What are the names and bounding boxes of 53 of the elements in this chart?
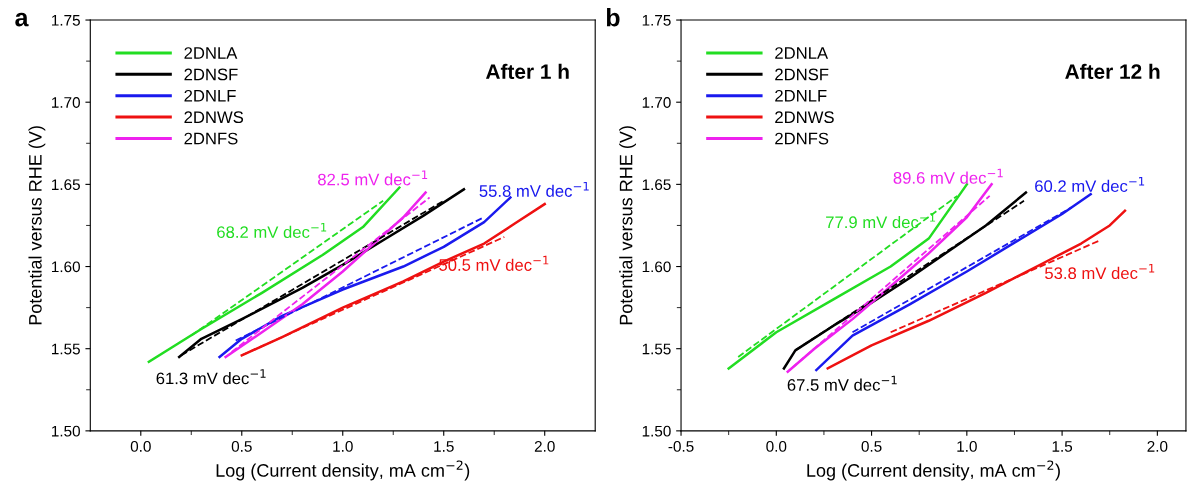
x-tick-label: 1.5 xyxy=(1052,441,1073,452)
x-axis-title: Log (Current density, mA cm$^{−2}$) xyxy=(216,460,470,481)
legend-label: 2DNFS xyxy=(184,132,238,145)
y-tick-label: 1.55 xyxy=(642,343,671,355)
annotation: 82.5 mV dec$^{−1}$ xyxy=(318,170,428,186)
legend-label: 2DNFS xyxy=(775,132,829,145)
y-axis-title: Potential versus RHE (V) xyxy=(28,126,46,325)
y-tick-label: 1.70 xyxy=(52,97,80,108)
annotation: 53.8 mV dec$^{−1}$ xyxy=(1045,264,1155,280)
x-tick-label: 1.0 xyxy=(333,440,353,452)
y-tick-label: 1.50 xyxy=(52,425,80,437)
chart-title: a xyxy=(15,12,29,27)
y-tick-label: 1.65 xyxy=(642,179,671,191)
annotation: 55.8 mV dec$^{−1}$ xyxy=(479,181,589,197)
legend-label: 2DNLA xyxy=(184,47,238,59)
annotation: After 12 h xyxy=(1065,63,1160,80)
y-tick-label: 1.65 xyxy=(52,179,80,191)
x-tick-label: 0.0 xyxy=(766,440,787,452)
legend-label: 2DNSF xyxy=(184,68,238,81)
chart-title: b xyxy=(606,8,620,27)
annotation: 77.9 mV dec$^{−1}$ xyxy=(826,213,936,229)
annotation: 89.6 mV dec$^{−1}$ xyxy=(893,168,1003,184)
line-series xyxy=(782,191,1028,370)
x-tick-label: 1.5 xyxy=(434,441,454,452)
legend-label: 2DNLA xyxy=(775,47,829,59)
y-tick-label: 1.75 xyxy=(52,15,80,26)
y-tick-label: 1.70 xyxy=(642,97,671,108)
annotation: 61.3 mV dec$^{−1}$ xyxy=(156,369,266,385)
x-axis-title: Log (Current density, mA cm$^{−2}$) xyxy=(807,460,1060,481)
annotation: 68.2 mV dec$^{−1}$ xyxy=(217,222,327,239)
y-tick-label: 1.50 xyxy=(642,425,671,437)
line-series xyxy=(147,186,401,364)
y-tick-label: 1.60 xyxy=(642,261,671,273)
x-tick-label: 0.5 xyxy=(231,440,252,452)
legend-label: 2DNLF xyxy=(775,89,827,102)
legend-label: 2DNLF xyxy=(184,89,236,102)
legend-label: 2DNWS xyxy=(775,111,834,124)
legend-label: 2DNWS xyxy=(184,111,244,124)
x-tick-label: 0.0 xyxy=(130,440,151,452)
line-series xyxy=(727,183,969,370)
x-tick-label: 2.0 xyxy=(1147,440,1168,452)
legend-label: 2DNSF xyxy=(775,68,829,81)
y-tick-label: 1.75 xyxy=(642,15,671,26)
x-tick-label: 0.5 xyxy=(861,440,882,452)
x-tick-label: -0.5 xyxy=(668,440,694,452)
annotation: 60.2 mV dec$^{−1}$ xyxy=(1035,176,1145,193)
y-axis-title: Potential versus RHE (V) xyxy=(619,126,637,325)
x-tick-label: 2.0 xyxy=(534,440,555,452)
annotation: 67.5 mV dec$^{−1}$ xyxy=(787,375,897,391)
y-tick-label: 1.55 xyxy=(52,343,80,355)
y-tick-label: 1.60 xyxy=(52,261,80,273)
x-tick-label: 1.0 xyxy=(957,440,977,452)
annotation: After 1 h xyxy=(485,63,569,80)
